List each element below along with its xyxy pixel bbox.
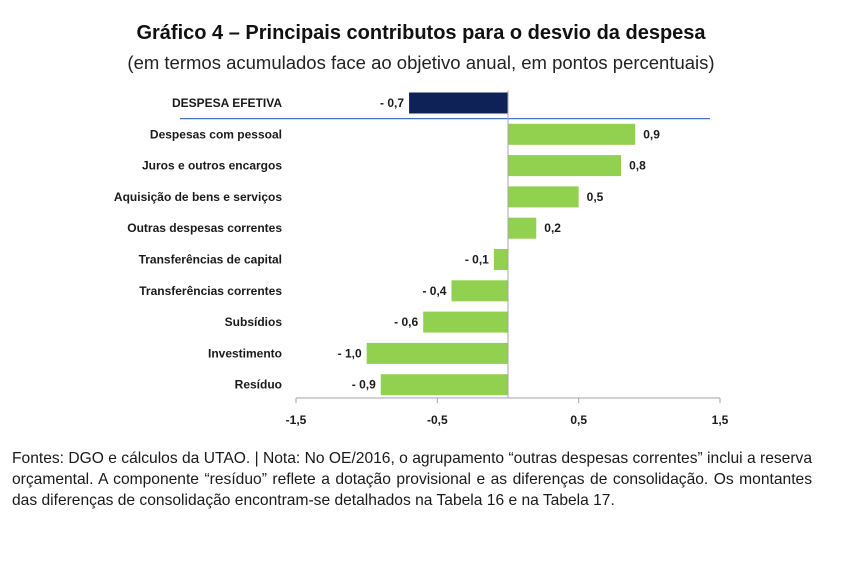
category-label: Despesas com pessoal <box>150 127 282 141</box>
data-label: - 0,4 <box>422 284 446 298</box>
data-label: 0,8 <box>629 159 646 173</box>
footnote: Fontes: DGO e cálculos da UTAO. | Nota: … <box>12 450 812 509</box>
bar <box>508 186 579 208</box>
category-label: Outras despesas correntes <box>127 221 282 235</box>
data-label: - 1,0 <box>338 346 362 360</box>
bar <box>508 217 537 239</box>
data-label: - 0,9 <box>352 378 376 392</box>
data-label: 0,2 <box>544 221 561 235</box>
chart-title: Gráfico 4 – Principais contributos para … <box>136 22 706 44</box>
category-label: Transferências correntes <box>139 284 282 298</box>
chart-subtitle: (em termos acumulados face ao objetivo a… <box>127 52 715 73</box>
bar <box>451 280 508 302</box>
data-label: 0,5 <box>587 190 604 204</box>
bar <box>380 374 508 396</box>
category-label: Juros e outros encargos <box>142 159 282 173</box>
bar <box>493 249 508 270</box>
category-label: Subsídios <box>225 315 283 329</box>
category-label: DESPESA EFETIVA <box>172 96 282 110</box>
category-label: Resíduo <box>235 378 282 392</box>
x-tick-label: 1,5 <box>712 413 729 427</box>
data-label: - 0,7 <box>380 96 404 110</box>
category-label: Aquisição de bens e serviços <box>114 190 282 204</box>
bar-total <box>409 92 508 114</box>
x-tick-label: -0,5 <box>427 413 448 427</box>
category-label: Transferências de capital <box>139 253 282 267</box>
bar <box>508 155 622 177</box>
category-label: Investimento <box>208 346 282 360</box>
bar <box>508 123 636 145</box>
data-label: - 0,1 <box>465 253 489 267</box>
x-tick-label: 0,5 <box>570 413 587 427</box>
bar-chart: DESPESA EFETIVA - 0,7 Despesas com pessoal… <box>114 90 729 427</box>
x-tick-label: -1,5 <box>286 413 307 427</box>
data-label: 0,9 <box>643 127 660 141</box>
bar <box>366 342 508 364</box>
bar <box>423 311 508 333</box>
data-label: - 0,6 <box>394 315 418 329</box>
